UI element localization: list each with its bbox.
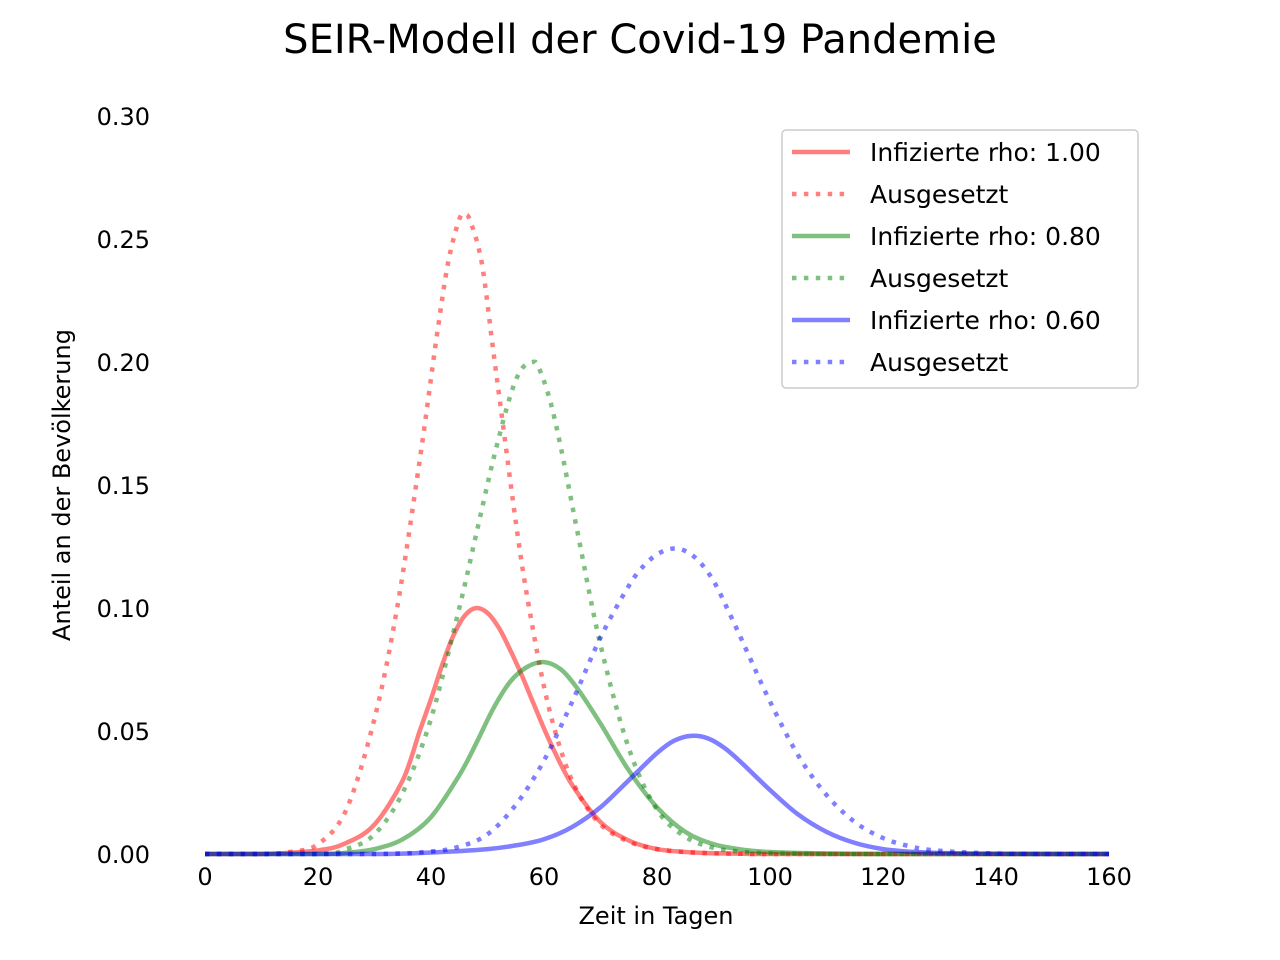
legend-frame [781,129,1139,389]
series-line-4 [205,359,1109,857]
x-tick-label: 120 [860,863,906,891]
y-tick-label: 0.10 [97,595,150,623]
y-tick-label: 0.05 [97,718,150,746]
x-tick-label: 160 [1086,863,1132,891]
y-tick-label: 0.30 [97,103,150,131]
series-line-3 [205,659,1109,857]
y-tick-label: 0.00 [97,841,150,869]
x-tick-label: 140 [973,863,1019,891]
x-axis-label: Zeit in Tagen [578,902,733,930]
x-tick-label: 60 [529,863,560,891]
legend-label: Ausgesetzt [870,180,1009,209]
y-tick-label: 0.20 [97,349,150,377]
series-line-2 [205,211,1109,857]
chart-title: SEIR-Modell der Covid-19 Pandemie [283,17,997,63]
y-tick-label: 0.15 [97,472,150,500]
series-lines [205,211,1109,857]
legend-label: Infizierte rho: 0.60 [870,306,1101,335]
x-tick-label: 0 [197,863,212,891]
series-line-5 [205,733,1109,857]
series-line-1 [205,605,1109,857]
y-axis-ticks: 0.00 0.05 0.10 0.15 0.20 0.25 0.30 [97,103,150,869]
x-axis-ticks: 0 20 40 60 80 100 120 140 160 [197,863,1132,891]
y-tick-label: 0.25 [97,226,150,254]
y-axis-label: Anteil an der Bevölkerung [48,329,76,641]
legend-label: Ausgesetzt [870,264,1009,293]
legend-label: Infizierte rho: 1.00 [870,138,1101,167]
x-tick-label: 100 [747,863,793,891]
legend-label: Infizierte rho: 0.80 [870,222,1101,251]
legend-label: Ausgesetzt [870,348,1009,377]
x-tick-label: 80 [642,863,673,891]
x-tick-label: 40 [416,863,447,891]
x-tick-label: 20 [303,863,334,891]
legend: Infizierte rho: 1.00 Ausgesetzt Infizierte… [781,129,1139,389]
